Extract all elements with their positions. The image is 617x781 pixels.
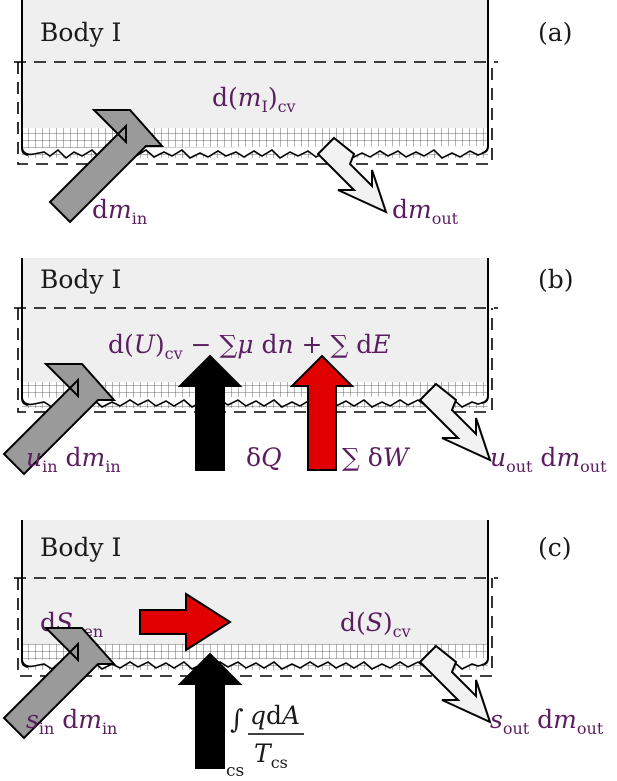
integral-numerator: qdA	[250, 701, 300, 730]
mass-out-arrow	[418, 382, 492, 462]
body-label: Body I	[40, 533, 121, 562]
energy-balance-label: d(U)cv − ∑μ dn + ∑ dE	[108, 330, 391, 363]
mass-in-label: dmin	[92, 195, 147, 228]
control-volume-boundary	[17, 308, 493, 413]
panel-a: Body I (a) d(mI)cv dmin dmout	[14, 0, 572, 228]
integral-sign: ∫	[230, 705, 244, 735]
energy-in-label: uin dmin	[26, 443, 121, 476]
cv-entropy-label: d(S)cv	[340, 608, 411, 641]
mass-out-arrow	[316, 136, 388, 214]
mass-in-arrow	[2, 627, 117, 740]
cv-mass-label: d(mI)cv	[212, 83, 296, 116]
body-left-wall	[21, 0, 29, 156]
panel-b: Body I (b) d(U)cv − ∑μ dn + ∑ dE uin dmi…	[2, 258, 607, 476]
work-arrow	[289, 354, 355, 471]
integral-lower-limit: cs	[226, 761, 244, 781]
integral-denominator: Tcs	[254, 739, 288, 772]
control-volume-boundary	[17, 62, 493, 165]
mass-in-arrow	[2, 363, 117, 476]
energy-out-label: uout dmout	[490, 443, 607, 476]
panel-c: Body I (c) dSgen d(S)cv sin dmin ∫ cs qd…	[2, 520, 604, 781]
body-right-wall	[481, 258, 489, 404]
heat-arrow	[177, 652, 243, 769]
rough-surface	[21, 657, 489, 672]
body-left-wall	[21, 258, 29, 406]
heat-arrow	[177, 354, 243, 471]
entropy-in-label: sin dmin	[26, 705, 117, 738]
heat-integral-label: ∫ cs qdA Tcs	[226, 701, 304, 781]
body-left-wall	[21, 520, 29, 668]
entropy-generation-arrow	[139, 592, 232, 652]
mass-out-label: dmout	[392, 195, 459, 228]
entropy-out-label: sout dmout	[490, 705, 604, 738]
body-right-wall	[481, 520, 489, 666]
mass-in-arrow	[48, 109, 165, 224]
panel-tag: (c)	[538, 533, 572, 562]
body-label: Body I	[40, 265, 121, 294]
body-label: Body I	[40, 18, 121, 47]
panel-tag: (a)	[538, 18, 572, 47]
mass-out-arrow	[418, 644, 492, 724]
panel-tag: (b)	[538, 265, 574, 294]
heat-label: δQ	[246, 443, 282, 472]
work-label: ∑ δW	[342, 443, 411, 472]
body-right-wall	[481, 0, 489, 154]
control-volume-boundary	[17, 578, 493, 677]
rough-surface	[21, 395, 489, 410]
